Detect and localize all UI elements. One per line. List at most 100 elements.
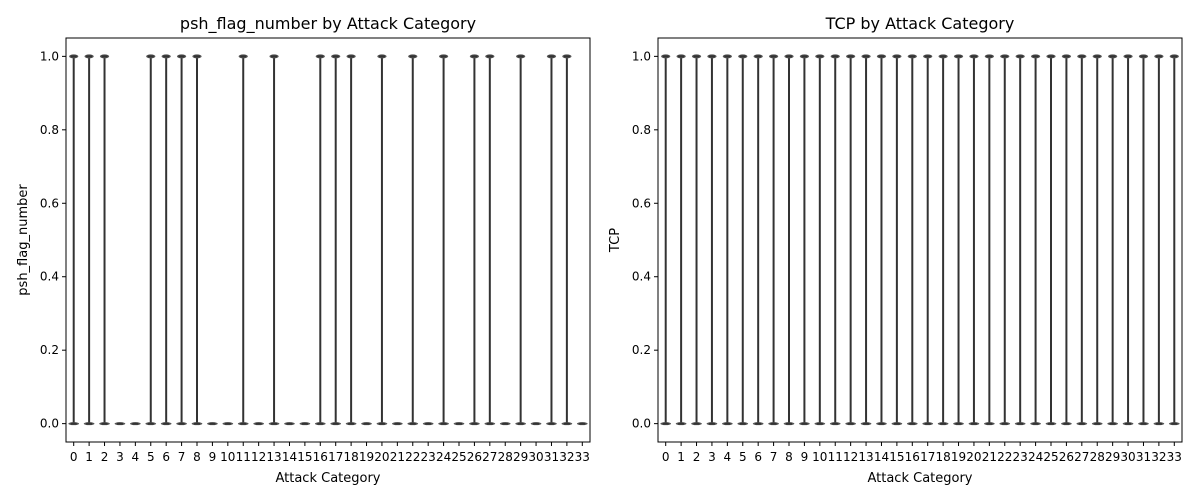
violin-4 xyxy=(721,54,733,426)
y-tick-label: 1.0 xyxy=(632,49,651,63)
violin-6 xyxy=(160,54,172,426)
x-tick-label: 28 xyxy=(498,450,513,464)
x-tick-label: 27 xyxy=(482,450,497,464)
violin-11 xyxy=(237,54,249,426)
x-tick-label: 0 xyxy=(662,450,670,464)
x-tick-label: 5 xyxy=(147,450,155,464)
violin-9 xyxy=(799,54,810,426)
x-tick-label: 33 xyxy=(1167,450,1182,464)
x-tick-label: 33 xyxy=(575,450,590,464)
violin-0 xyxy=(660,54,672,426)
violin-11 xyxy=(829,54,841,426)
violin-18 xyxy=(345,54,357,426)
violin-33 xyxy=(1168,54,1180,426)
x-tick-label: 6 xyxy=(754,450,762,464)
x-tick-label: 30 xyxy=(528,450,543,464)
x-tick-label: 26 xyxy=(467,450,482,464)
violin-25 xyxy=(1045,54,1057,426)
y-tick-label: 0.0 xyxy=(40,417,59,431)
violin-2 xyxy=(691,54,702,426)
x-tick-label: 17 xyxy=(328,450,343,464)
violin-6 xyxy=(752,54,764,426)
violin-27 xyxy=(1076,54,1088,426)
x-tick-label: 4 xyxy=(724,450,732,464)
x-tick-label: 18 xyxy=(343,450,358,464)
plot-frame xyxy=(65,37,591,443)
x-tick-label: 10 xyxy=(812,450,827,464)
x-tick-label: 22 xyxy=(997,450,1012,464)
x-tick-label: 15 xyxy=(297,450,312,464)
y-tick-label: 0.8 xyxy=(40,123,59,137)
x-tick-label: 30 xyxy=(1120,450,1135,464)
x-tick-label: 19 xyxy=(359,450,374,464)
violin-7 xyxy=(176,54,187,426)
violin-2 xyxy=(99,54,110,426)
x-tick-label: 32 xyxy=(559,450,574,464)
y-tick-label: 0.4 xyxy=(40,270,59,284)
violin-3 xyxy=(114,422,126,426)
x-tick-label: 13 xyxy=(858,450,873,464)
violin-24 xyxy=(438,54,449,426)
y-tick-label: 0.6 xyxy=(632,196,651,210)
x-tick-label: 31 xyxy=(544,450,559,464)
violin-27 xyxy=(484,54,496,426)
violin-12 xyxy=(845,54,857,426)
x-tick-label: 11 xyxy=(236,450,251,464)
violin-20 xyxy=(968,54,980,426)
chart-title: TCP by Attack Category xyxy=(825,14,1015,33)
violin-13 xyxy=(860,54,872,426)
violin-26 xyxy=(1061,54,1072,426)
x-tick-label: 7 xyxy=(770,450,778,464)
y-tick-label: 0.4 xyxy=(632,270,651,284)
x-tick-label: 14 xyxy=(282,450,297,464)
x-tick-label: 32 xyxy=(1151,450,1166,464)
violin-28 xyxy=(499,422,511,426)
x-tick-label: 3 xyxy=(116,450,124,464)
violin-10 xyxy=(222,422,234,426)
violin-24 xyxy=(1030,54,1041,426)
x-tick-label: 13 xyxy=(266,450,281,464)
violin-0 xyxy=(68,54,80,426)
violin-8 xyxy=(191,54,203,426)
y-tick-label: 0.8 xyxy=(632,123,651,137)
violin-31 xyxy=(1138,54,1149,426)
chart-title: psh_flag_number by Attack Category xyxy=(180,14,476,34)
violin-29 xyxy=(1107,54,1119,426)
chart-panel-2: 0.00.20.40.60.81.00 1 2 3 4 5 6 7 8 9 10 11 12 13 14 15… xyxy=(608,14,1183,486)
x-tick-label: 17 xyxy=(920,450,935,464)
violin-31 xyxy=(546,54,557,426)
x-tick-label: 3 xyxy=(708,450,716,464)
violin-33 xyxy=(576,422,588,426)
x-tick-label: 22 xyxy=(405,450,420,464)
x-tick-label: 29 xyxy=(513,450,528,464)
x-tick-label: 25 xyxy=(451,450,466,464)
x-tick-label: 21 xyxy=(390,450,405,464)
violin-1 xyxy=(83,54,95,426)
x-tick-label: 4 xyxy=(132,450,140,464)
x-tick-label: 25 xyxy=(1043,450,1058,464)
violin-29 xyxy=(515,54,527,426)
x-tick-label: 1 xyxy=(677,450,685,464)
violin-12 xyxy=(253,422,265,426)
x-tick-label: 23 xyxy=(421,450,436,464)
x-tick-label: 18 xyxy=(935,450,950,464)
y-tick-label: 1.0 xyxy=(40,49,59,63)
x-tick-label: 12 xyxy=(843,450,858,464)
violin-22 xyxy=(999,54,1011,426)
violin-28 xyxy=(1091,54,1103,426)
x-tick-label: 23 xyxy=(1013,450,1028,464)
violin-22 xyxy=(407,54,419,426)
x-tick-label: 12 xyxy=(251,450,266,464)
violin-9 xyxy=(207,422,218,426)
x-tick-label: 2 xyxy=(693,450,701,464)
x-tick-label: 15 xyxy=(889,450,904,464)
violin-26 xyxy=(469,54,480,426)
x-tick-label: 21 xyxy=(982,450,997,464)
x-tick-label: 20 xyxy=(966,450,981,464)
x-axis-label: Attack Category xyxy=(867,471,972,486)
violin-19 xyxy=(361,422,372,426)
violin-14 xyxy=(284,422,295,426)
x-tick-label: 10 xyxy=(220,450,235,464)
